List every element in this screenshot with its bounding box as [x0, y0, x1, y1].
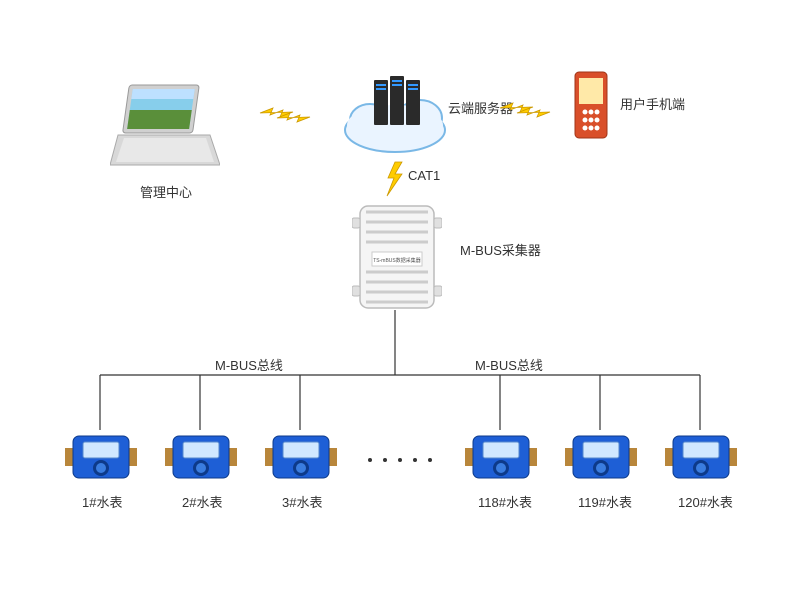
- meter-icon: [665, 430, 737, 484]
- meter-label-6: 120#水表: [678, 492, 733, 511]
- meter-node: [265, 430, 337, 487]
- meter-label-3: 3#水表: [282, 492, 322, 511]
- bolt-icon: [255, 100, 315, 130]
- svg-text:TS-mBUS数据采集器: TS-mBUS数据采集器: [373, 257, 421, 264]
- meter-icon: [65, 430, 137, 484]
- meter-node: [465, 430, 537, 487]
- meter-icon: [565, 430, 637, 484]
- bus-right-label: M-BUS总线: [475, 355, 543, 374]
- bolt-cloud-phone: [495, 95, 555, 128]
- meter-icon: [465, 430, 537, 484]
- meter-label-1: 1#水表: [82, 492, 122, 511]
- meter-label-5: 119#水表: [578, 492, 632, 511]
- cloud-icon: [340, 70, 450, 155]
- bus-left-label: M-BUS总线: [215, 355, 283, 374]
- laptop-icon: [110, 80, 220, 170]
- bolt-icon: [495, 95, 555, 125]
- bolt-icon: [380, 160, 410, 200]
- meter-icon: [165, 430, 237, 484]
- meter-node: [165, 430, 237, 487]
- phone-label: 用户手机端: [620, 94, 685, 113]
- meter-label-2: 2#水表: [182, 492, 222, 511]
- meter-node: [565, 430, 637, 487]
- cloud-node: [340, 70, 450, 158]
- collector-node: TS-mBUS数据采集器: [352, 200, 442, 318]
- meter-icon: [265, 430, 337, 484]
- meter-label-4: 118#水表: [478, 492, 532, 511]
- phone-node: [573, 70, 609, 143]
- laptop-label: 管理中心: [140, 182, 192, 201]
- bolt-cat1: [380, 160, 410, 203]
- meter-node: [665, 430, 737, 487]
- collector-icon: TS-mBUS数据采集器: [352, 200, 442, 315]
- meter-node: [65, 430, 137, 487]
- cat1-label: CAT1: [408, 168, 440, 183]
- phone-icon: [573, 70, 609, 140]
- bolt-laptop-cloud: [255, 100, 315, 133]
- laptop-node: [110, 80, 220, 173]
- collector-label: M-BUS采集器: [460, 240, 541, 259]
